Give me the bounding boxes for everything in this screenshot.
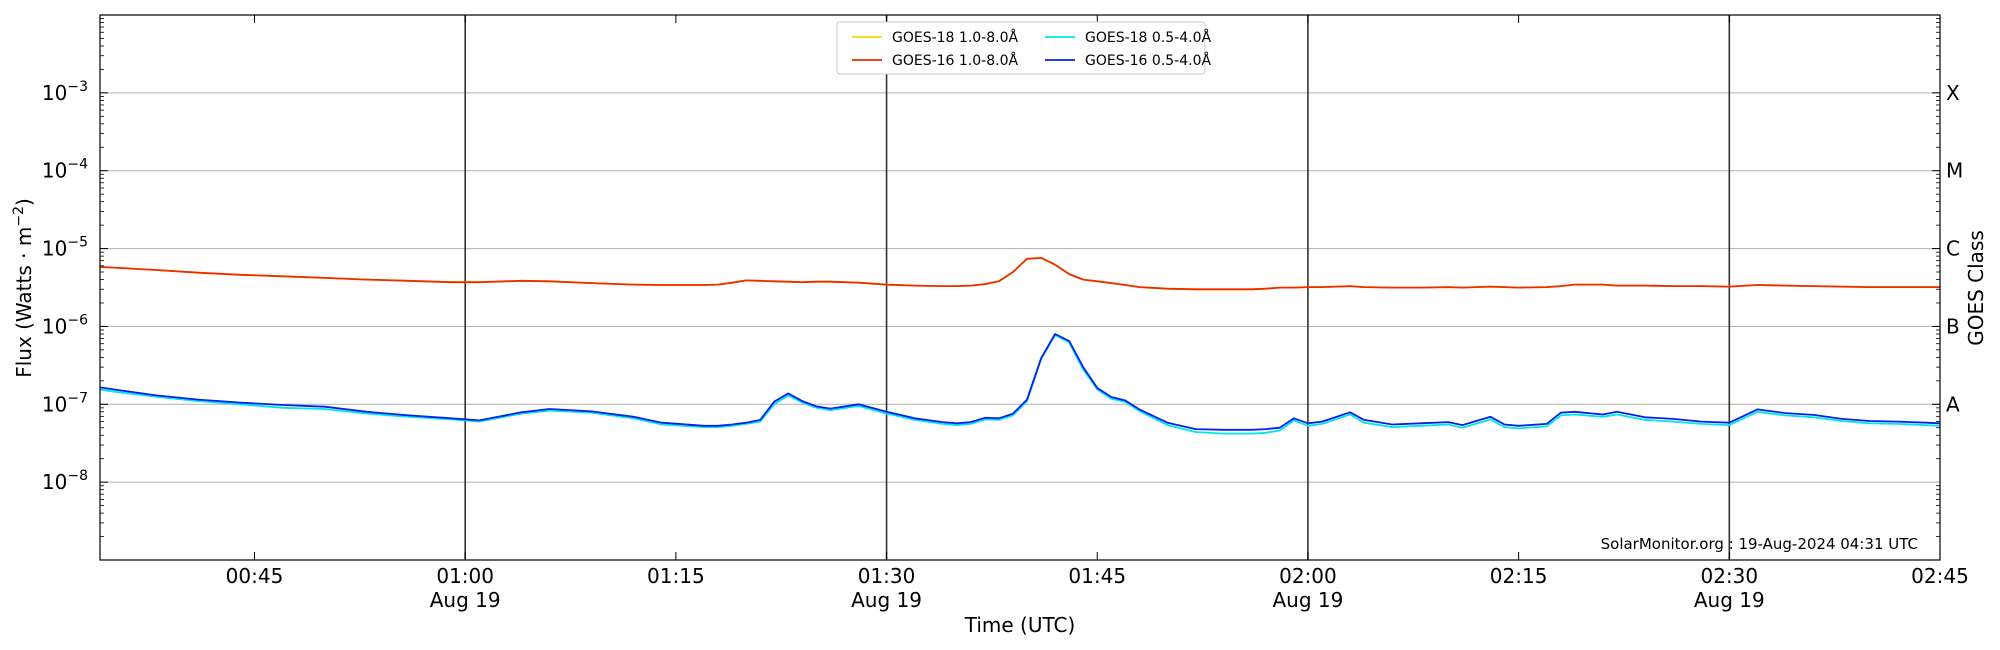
y-axis-label: Flux (Watts · m−2) bbox=[11, 198, 36, 378]
x-tick-label: 01:30 bbox=[858, 564, 916, 588]
goes-class-label: B bbox=[1946, 314, 1960, 338]
goes-class-label: X bbox=[1946, 81, 1960, 105]
y-tick-exponent: −5 bbox=[67, 235, 88, 251]
y-tick-label: 10−3 bbox=[42, 79, 88, 105]
x-tick-date-label: Aug 19 bbox=[851, 588, 922, 612]
goes-class-axis-label: GOES Class bbox=[1964, 230, 1988, 346]
x-axis-label: Time (UTC) bbox=[964, 613, 1076, 637]
y-tick-base: 10 bbox=[42, 392, 67, 416]
goes-class-label: M bbox=[1946, 159, 1963, 183]
x-tick-label: 01:00 bbox=[436, 564, 494, 588]
y-tick-exponent: −3 bbox=[67, 79, 88, 95]
y-tick-exponent: −7 bbox=[67, 390, 88, 406]
y-axis-label-text: Flux (Watts · m bbox=[12, 227, 36, 378]
x-tick-label: 02:00 bbox=[1279, 564, 1337, 588]
goes-class-label: C bbox=[1946, 237, 1960, 261]
y-tick-label: 10−7 bbox=[42, 390, 88, 416]
x-tick-label: 02:15 bbox=[1490, 564, 1548, 588]
y-tick-base: 10 bbox=[42, 81, 67, 105]
series-line-4 bbox=[99, 333, 1941, 431]
y-axis-label-close: ) bbox=[12, 198, 36, 206]
y-tick-label: 10−4 bbox=[42, 157, 88, 183]
series-lines bbox=[99, 256, 1941, 435]
goes-class-label: A bbox=[1946, 392, 1960, 416]
x-tick-label: 02:30 bbox=[1700, 564, 1758, 588]
series-line-3 bbox=[99, 256, 1940, 291]
x-tick-date-label: Aug 19 bbox=[430, 588, 501, 612]
x-tick-date-label: Aug 19 bbox=[1694, 588, 1765, 612]
legend-label: GOES-18 1.0-8.0Å bbox=[892, 29, 1018, 46]
x-tick-label: 02:45 bbox=[1911, 564, 1969, 588]
plot-frame bbox=[99, 14, 1941, 561]
svg-text:Flux (Watts · m−2): Flux (Watts · m−2) bbox=[11, 198, 36, 378]
y-tick-label: 10−5 bbox=[42, 235, 88, 261]
x-tick-label: 00:45 bbox=[226, 564, 284, 588]
grid-lines bbox=[100, 92, 1940, 483]
x-tick-date-label: Aug 19 bbox=[1273, 588, 1344, 612]
y-tick-exponent: −8 bbox=[67, 468, 88, 484]
watermark: SolarMonitor.org : 19-Aug-2024 04:31 UTC bbox=[1601, 535, 1918, 553]
y-axis-ticks: 10−810−710−610−510−410−3 bbox=[42, 18, 1940, 537]
y-tick-exponent: −4 bbox=[67, 157, 88, 173]
x-tick-label: 01:15 bbox=[647, 564, 705, 588]
y-tick-base: 10 bbox=[42, 470, 67, 494]
y-tick-exponent: −6 bbox=[67, 312, 88, 328]
legend-label: GOES-16 0.5-4.0Å bbox=[1085, 52, 1211, 69]
y-axis-label-exponent: −2 bbox=[11, 206, 27, 227]
y-tick-base: 10 bbox=[42, 159, 67, 183]
legend-label: GOES-16 1.0-8.0Å bbox=[892, 52, 1018, 69]
legend-box bbox=[836, 21, 1206, 75]
legend-label: GOES-18 0.5-4.0Å bbox=[1085, 29, 1211, 46]
goes-class-labels: A B C M X bbox=[1932, 81, 1963, 416]
y-tick-base: 10 bbox=[42, 314, 67, 338]
x-tick-label: 01:45 bbox=[1068, 564, 1126, 588]
y-tick-base: 10 bbox=[42, 237, 67, 261]
series-line-2 bbox=[99, 333, 1941, 435]
legend: GOES-18 1.0-8.0Å GOES-16 1.0-8.0Å GOES-18 … bbox=[836, 21, 1211, 75]
y-tick-label: 10−6 bbox=[42, 312, 88, 338]
y-tick-label: 10−8 bbox=[42, 468, 88, 494]
